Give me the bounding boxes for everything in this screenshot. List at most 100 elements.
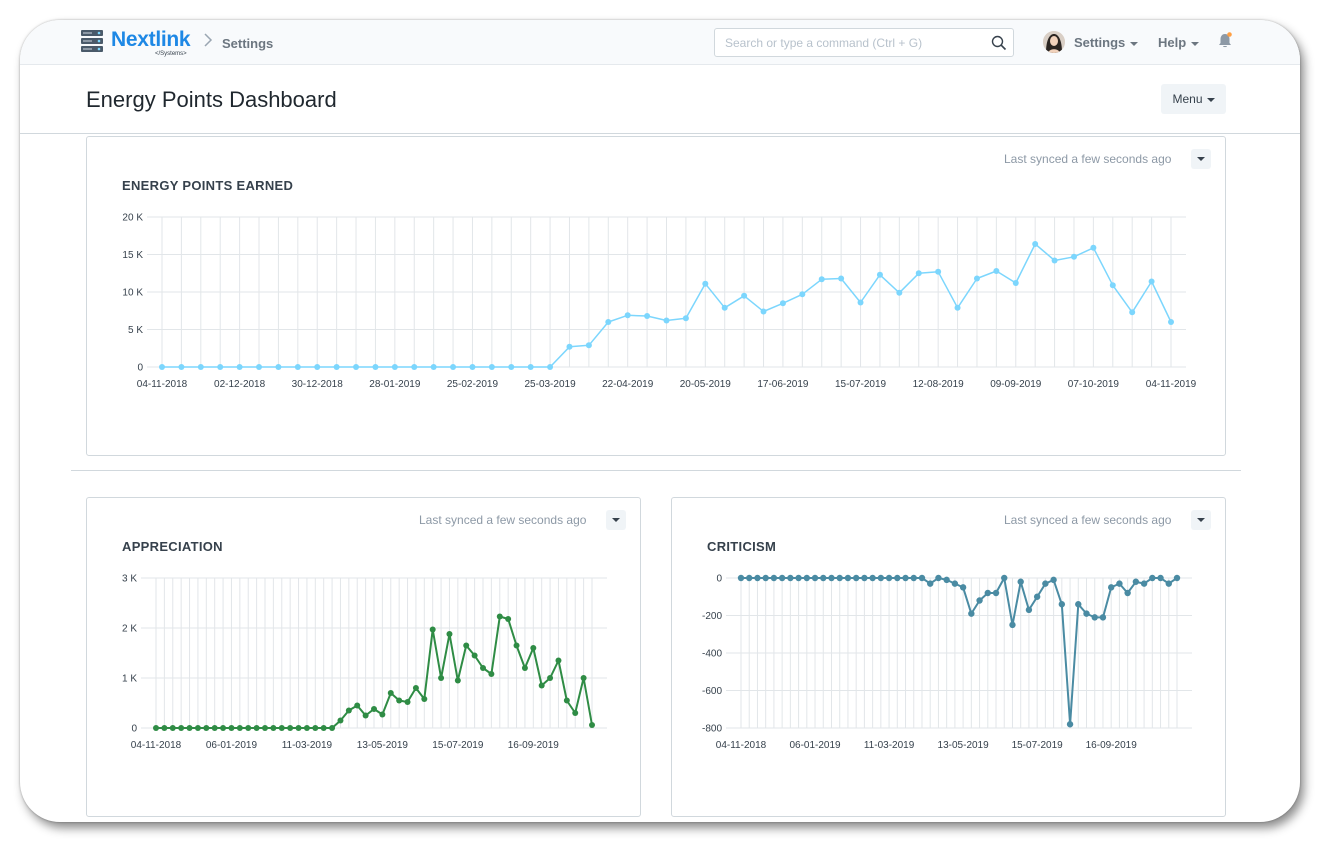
card-options-button[interactable] (1191, 149, 1211, 169)
data-point[interactable] (973, 275, 980, 282)
data-point[interactable] (555, 657, 562, 664)
data-point[interactable] (1075, 601, 1082, 608)
data-point[interactable] (838, 275, 845, 282)
data-point[interactable] (412, 685, 419, 691)
data-point[interactable] (984, 589, 991, 597)
data-point[interactable] (624, 312, 631, 319)
data-point[interactable] (852, 574, 860, 582)
data-point[interactable] (1070, 253, 1077, 260)
data-point[interactable] (1099, 614, 1107, 621)
data-point[interactable] (836, 574, 843, 582)
data-point[interactable] (429, 626, 436, 633)
breadcrumb-settings[interactable]: Settings (222, 36, 274, 51)
data-point[interactable] (396, 697, 403, 704)
data-point[interactable] (345, 707, 352, 714)
data-point[interactable] (314, 364, 321, 370)
data-point[interactable] (976, 597, 983, 604)
data-point[interactable] (585, 342, 592, 349)
data-point[interactable] (1090, 244, 1097, 251)
data-point[interactable] (372, 364, 379, 370)
data-point[interactable] (885, 574, 893, 582)
data-point[interactable] (820, 574, 827, 582)
data-point[interactable] (1148, 278, 1155, 285)
brand-logo[interactable]: Nextlink </Systems> (80, 27, 200, 59)
data-point[interactable] (353, 364, 360, 370)
data-point[interactable] (270, 725, 277, 731)
data-point[interactable] (1116, 580, 1123, 587)
data-point[interactable] (811, 574, 819, 582)
data-point[interactable] (910, 574, 917, 582)
data-point[interactable] (236, 364, 243, 370)
data-point[interactable] (496, 613, 503, 620)
card-options-button[interactable] (1191, 510, 1211, 530)
user-avatar[interactable] (1043, 31, 1065, 53)
data-point[interactable] (387, 690, 394, 696)
data-point[interactable] (1165, 580, 1172, 587)
data-point[interactable] (1017, 578, 1024, 585)
data-point[interactable] (469, 364, 476, 370)
data-point[interactable] (371, 706, 377, 712)
data-point[interactable] (153, 725, 159, 731)
data-point[interactable] (228, 725, 235, 731)
data-point[interactable] (778, 574, 786, 582)
data-point[interactable] (787, 574, 794, 582)
data-point[interactable] (488, 671, 495, 677)
search-input[interactable] (716, 30, 986, 55)
data-point[interactable] (799, 291, 806, 298)
data-point[interactable] (589, 722, 595, 728)
data-point[interactable] (480, 665, 486, 671)
data-point[interactable] (702, 280, 709, 287)
data-point[interactable] (844, 574, 852, 582)
notification-bell-icon[interactable] (1217, 32, 1233, 50)
data-point[interactable] (262, 725, 268, 731)
data-point[interactable] (762, 574, 769, 582)
data-point[interactable] (754, 574, 761, 582)
data-point[interactable] (194, 725, 201, 731)
data-point[interactable] (746, 574, 753, 582)
data-point[interactable] (287, 725, 294, 731)
help-dropdown[interactable]: Help (1158, 35, 1200, 50)
data-point[interactable] (303, 725, 310, 731)
menu-button[interactable]: Menu (1161, 84, 1226, 114)
data-point[interactable] (959, 584, 967, 591)
data-point[interactable] (644, 313, 651, 319)
data-point[interactable] (186, 725, 193, 731)
data-point[interactable] (992, 589, 1000, 597)
data-point[interactable] (663, 317, 670, 324)
data-point[interactable] (513, 642, 520, 649)
data-point[interactable] (770, 574, 778, 582)
data-point[interactable] (721, 304, 728, 311)
data-point[interactable] (421, 696, 428, 702)
data-point[interactable] (894, 574, 901, 582)
data-point[interactable] (411, 364, 418, 370)
data-point[interactable] (236, 725, 243, 731)
data-point[interactable] (876, 271, 883, 278)
data-point[interactable] (379, 711, 386, 718)
data-point[interactable] (362, 712, 369, 719)
data-point[interactable] (220, 725, 227, 731)
data-point[interactable] (795, 574, 802, 582)
data-point[interactable] (1091, 614, 1098, 621)
data-point[interactable] (877, 574, 885, 582)
data-point[interactable] (737, 574, 745, 582)
data-point[interactable] (1173, 574, 1181, 582)
data-point[interactable] (446, 631, 453, 637)
data-point[interactable] (896, 289, 903, 296)
data-point[interactable] (463, 642, 470, 649)
data-point[interactable] (954, 304, 961, 311)
data-point[interactable] (563, 697, 570, 704)
data-point[interactable] (538, 682, 545, 689)
data-point[interactable] (1042, 580, 1049, 587)
data-point[interactable] (450, 364, 457, 370)
data-point[interactable] (1066, 721, 1074, 728)
data-point[interactable] (337, 717, 344, 724)
data-point[interactable] (993, 268, 1000, 274)
data-point[interactable] (927, 580, 934, 587)
data-point[interactable] (935, 268, 942, 275)
data-point[interactable] (869, 574, 876, 582)
search-icon[interactable] (991, 35, 1007, 51)
data-point[interactable] (918, 574, 926, 582)
data-point[interactable] (1051, 257, 1058, 264)
data-point[interactable] (1050, 576, 1057, 584)
data-point[interactable] (803, 574, 811, 582)
